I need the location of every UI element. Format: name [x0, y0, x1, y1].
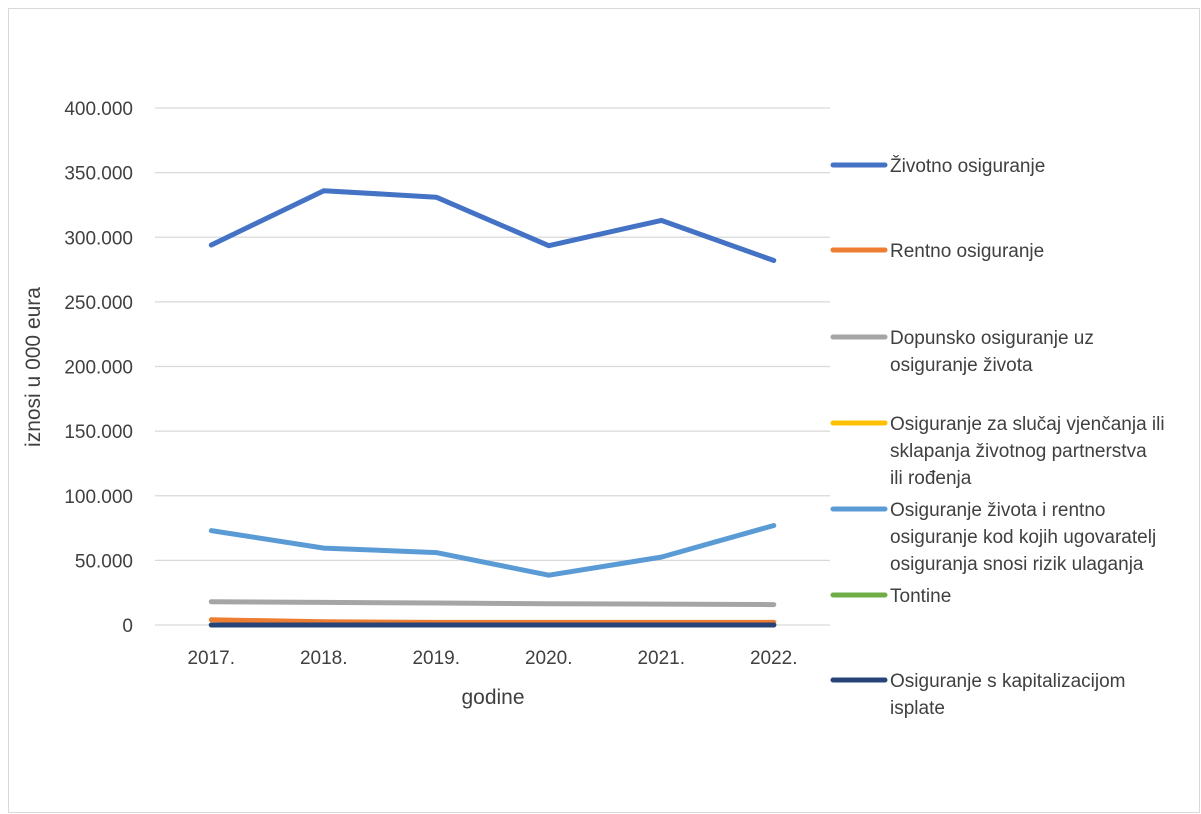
legend-label: ili rođenja — [890, 468, 972, 489]
legend-label: osiguranje života — [890, 355, 1033, 376]
y-tick-label: 0 — [122, 616, 133, 637]
x-tick-label: 2021. — [637, 648, 685, 669]
series-line — [208, 599, 777, 608]
x-tick-label: 2018. — [300, 648, 348, 669]
y-tick-label: 100.000 — [64, 487, 133, 508]
y-tick-label: 350.000 — [64, 164, 133, 185]
y-tick-label: 200.000 — [64, 358, 133, 379]
y-tick-label: 400.000 — [64, 99, 133, 120]
legend-label: osiguranje kod kojih ugovaratelj — [890, 527, 1156, 548]
legend-label: isplate — [890, 698, 945, 719]
series-lines — [208, 188, 777, 628]
y-tick-label: 50.000 — [75, 551, 133, 572]
legend-item: Dopunsko osiguranje uz osiguranje života — [830, 328, 1094, 376]
x-tick-label: 2019. — [412, 648, 460, 669]
y-tick-label: 300.000 — [64, 228, 133, 249]
legend-label: Dopunsko osiguranje uz — [890, 328, 1094, 349]
y-axis-ticks: 0 50.000 100.000 150.000 200.000 250.000 300.0… — [64, 99, 133, 637]
y-axis-title: iznosi u 000 eura — [22, 287, 45, 447]
series-line — [208, 617, 777, 625]
legend-item: Tontine — [830, 586, 951, 607]
series-line — [208, 188, 777, 263]
legend: Životno osiguranje Rentno osiguranje Dopun… — [830, 155, 1165, 719]
legend-label: Tontine — [890, 586, 951, 607]
legend-item: Rentno osiguranje — [830, 241, 1044, 262]
x-tick-label: 2022. — [750, 648, 798, 669]
legend-label: Osiguranje za slučaj vjenčanja ili — [890, 414, 1165, 435]
legend-label: Osiguranje života i rentno — [890, 500, 1105, 521]
series-line — [208, 523, 777, 578]
x-tick-label: 2017. — [187, 648, 235, 669]
y-tick-label: 150.000 — [64, 422, 133, 443]
legend-label: Osiguranje s kapitalizacijom — [890, 671, 1126, 692]
y-tick-label: 250.000 — [64, 293, 133, 314]
legend-item: Osiguranje s kapitalizacijom isplate — [830, 671, 1126, 719]
legend-label: Rentno osiguranje — [890, 241, 1044, 262]
chart-frame — [8, 8, 1200, 813]
x-axis-title: godine — [461, 686, 524, 709]
legend-label: Životno osiguranje — [890, 155, 1045, 177]
legend-item: Osiguranje života i rentno osiguranje kod… — [830, 500, 1156, 575]
gridlines — [155, 107, 830, 626]
x-axis-ticks: 2017. 2018. 2019. 2020. 2021. 2022. — [187, 648, 797, 669]
legend-label: sklapanja životnog partnerstva — [890, 441, 1147, 462]
legend-item: Osiguranje za slučaj vjenčanja ili sklapa… — [830, 414, 1165, 489]
legend-item: Životno osiguranje — [830, 155, 1045, 177]
legend-label: osiguranja snosi rizik ulaganja — [890, 554, 1144, 575]
x-tick-label: 2020. — [525, 648, 573, 669]
